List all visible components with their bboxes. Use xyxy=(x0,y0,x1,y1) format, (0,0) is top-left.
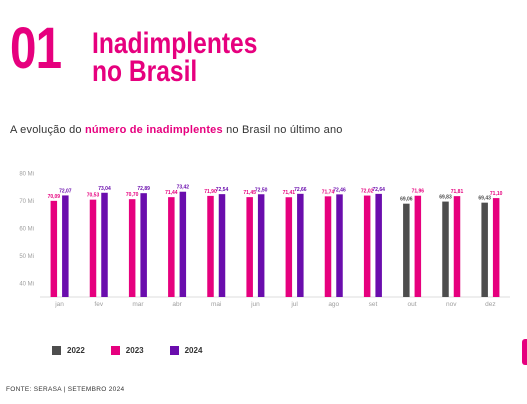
data-label-2023-nov: 71,81 xyxy=(451,189,464,195)
y-tick-label: 70 Mi xyxy=(19,199,34,205)
x-tick-label-fev: fev xyxy=(94,301,103,308)
legend-swatch-2023 xyxy=(110,346,120,355)
bar-2023-ago xyxy=(324,196,332,297)
x-tick-label-jul: jul xyxy=(290,301,298,308)
subtitle-suffix: no Brasil no último ano xyxy=(222,124,343,136)
legend-item-2022: 2022 xyxy=(52,346,85,355)
data-label-2024-ago: 72,46 xyxy=(333,187,346,193)
legend-label-2023: 2023 xyxy=(125,346,144,355)
bar-2024-jun xyxy=(257,194,265,297)
x-tick-label-abr: abr xyxy=(172,301,182,308)
legend-item-2024: 2024 xyxy=(169,346,203,355)
data-label-2024-mai: 72,54 xyxy=(216,187,229,193)
data-label-2023-mai: 71,90 xyxy=(204,189,217,195)
data-label-2023-jul: 71,41 xyxy=(283,190,296,196)
bar-2023-mar xyxy=(128,199,136,297)
data-label-2023-dez: 71,10 xyxy=(490,191,503,197)
bar-2023-jul xyxy=(285,197,293,297)
bar-2023-out xyxy=(414,195,422,297)
bar-2024-abr xyxy=(179,191,187,297)
legend-swatch-2022 xyxy=(52,346,61,355)
x-tick-label-jun: jun xyxy=(250,301,260,308)
bar-2024-mai xyxy=(218,194,226,297)
bar-2024-fev xyxy=(101,192,108,297)
data-label-2022-out: 69,06 xyxy=(400,197,413,203)
data-label-2023-jan: 70,09 xyxy=(48,194,61,200)
data-label-2024-mar: 72,89 xyxy=(137,186,150,192)
x-tick-label-dez: dez xyxy=(485,301,495,308)
edge-tab-decoration xyxy=(522,339,527,365)
y-tick-label: 40 Mi xyxy=(19,281,34,287)
title-line-2: no Brasil xyxy=(92,55,198,88)
y-tick-label: 80 Mi xyxy=(19,172,34,178)
legend-item-2023: 2023 xyxy=(110,346,144,355)
bar-2024-jan xyxy=(62,195,69,297)
subtitle-highlight: número de inadimplentes xyxy=(84,124,223,136)
y-tick-label: 50 Mi xyxy=(19,254,34,260)
data-label-2022-dez: 69,43 xyxy=(478,196,491,202)
data-label-2022-nov: 69,83 xyxy=(439,195,452,201)
section-number: 01 xyxy=(10,16,62,81)
data-label-2023-ago: 71,74 xyxy=(322,189,335,195)
x-tick-label-mai: mai xyxy=(211,301,221,308)
data-label-2024-jul: 72,66 xyxy=(294,187,307,193)
data-label-2023-mar: 70,70 xyxy=(126,192,139,198)
data-label-2023-fev: 70,53 xyxy=(87,193,100,199)
x-tick-label-out: out xyxy=(408,301,417,308)
bar-2024-ago xyxy=(336,194,343,297)
x-tick-label-ago: ago xyxy=(328,301,339,308)
data-label-2024-fev: 73,04 xyxy=(98,186,111,192)
x-tick-label-mar: mar xyxy=(132,301,144,308)
bar-2024-mar xyxy=(140,193,147,297)
bar-2024-set xyxy=(375,193,382,297)
bar-2023-set xyxy=(363,195,371,297)
data-label-2024-jun: 72,50 xyxy=(255,187,268,193)
subtitle-prefix: A evolução do xyxy=(10,124,85,136)
data-label-2023-abr: 71,44 xyxy=(165,190,178,196)
bar-2023-fev xyxy=(89,199,97,297)
bar-2024-jul xyxy=(297,193,304,297)
bar-2023-nov xyxy=(453,196,461,297)
data-label-2023-set: 72,02 xyxy=(361,189,374,195)
title-line-1: Inadimplentes xyxy=(92,27,258,60)
bar-2023-abr xyxy=(168,197,175,297)
data-label-2023-out: 71,96 xyxy=(412,189,425,195)
page-title: Inadimplentes no Brasil xyxy=(92,27,258,88)
bar-2023-dez xyxy=(492,198,500,297)
x-tick-label-nov: nov xyxy=(446,301,457,308)
data-label-2023-jun: 71,45 xyxy=(243,190,256,196)
y-tick-label: 60 Mi xyxy=(19,227,34,233)
bar-2023-mai xyxy=(207,195,214,297)
data-label-2024-jan: 72,07 xyxy=(59,188,72,194)
bar-2022-dez xyxy=(481,202,488,297)
data-label-2024-abr: 73,42 xyxy=(177,185,190,191)
x-tick-label-jan: jan xyxy=(54,301,64,308)
bar-2023-jan xyxy=(50,200,58,297)
x-tick-label-set: set xyxy=(369,301,378,308)
chart-legend: 2022 2023 2024 xyxy=(52,346,202,355)
bar-2023-jun xyxy=(246,197,253,297)
data-label-2024-set: 72,64 xyxy=(372,187,385,193)
source-note: FONTE: SERASA | SETEMBRO 2024 xyxy=(6,386,125,393)
bar-2022-out xyxy=(403,203,410,297)
legend-label-2022: 2022 xyxy=(67,346,85,355)
bar-2022-nov xyxy=(442,201,449,297)
chart-subtitle: A evolução do número de inadimplentes no… xyxy=(10,124,343,136)
legend-label-2024: 2024 xyxy=(184,346,203,355)
legend-swatch-2024 xyxy=(169,346,179,355)
